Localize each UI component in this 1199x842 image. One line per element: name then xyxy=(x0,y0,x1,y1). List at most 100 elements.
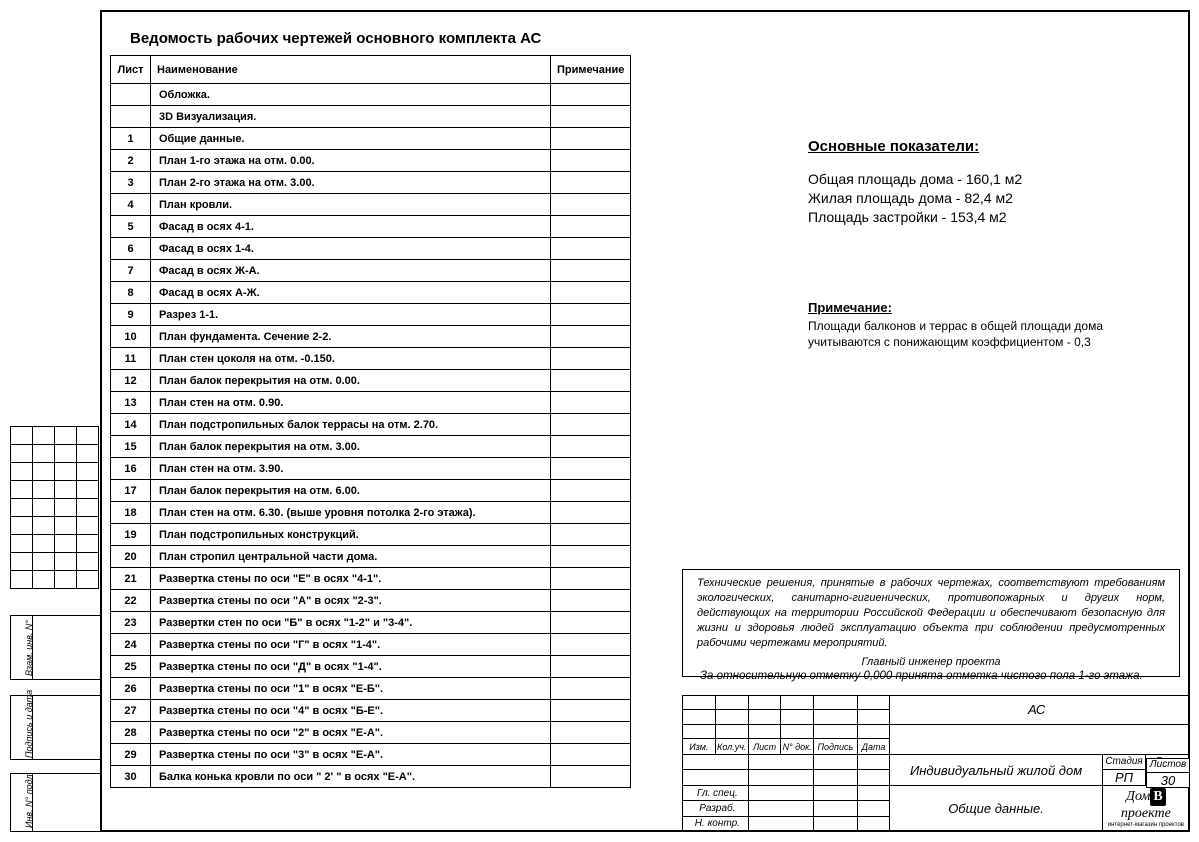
cell-drawing-name: План балок перекрытия на отм. 3.00. xyxy=(151,436,551,458)
logo-v: В xyxy=(1150,788,1165,806)
table-title: Ведомость рабочих чертежей основного ком… xyxy=(130,30,541,47)
cell-drawing-name: Обложка. xyxy=(151,84,551,106)
table-row: 22Развертка стены по оси "А" в осях "2-3… xyxy=(111,590,631,612)
logo-post: проекте xyxy=(1121,806,1171,821)
cell-sheet-num: 9 xyxy=(111,304,151,326)
cell-sheet-num: 25 xyxy=(111,656,151,678)
table-row: 17План балок перекрытия на отм. 6.00. xyxy=(111,480,631,502)
col-header-name: Наименование xyxy=(151,56,551,84)
cell-note xyxy=(551,150,631,172)
cell-drawing-name: План 2-го этажа на отм. 3.00. xyxy=(151,172,551,194)
cell-drawing-name: План подстропильных балок террасы на отм… xyxy=(151,414,551,436)
cell-note xyxy=(551,370,631,392)
table-row: 28Развертка стены по оси "2" в осях "Е-А… xyxy=(111,722,631,744)
table-row: 20План стропил центральной части дома. xyxy=(111,546,631,568)
cell-drawing-name: План стен на отм. 6.30. (выше уровня пот… xyxy=(151,502,551,524)
cell-sheet-num: 2 xyxy=(111,150,151,172)
cell-drawing-name: Общие данные. xyxy=(151,128,551,150)
cell-drawing-name: План балок перекрытия на отм. 0.00. xyxy=(151,370,551,392)
table-row: 3План 2-го этажа на отм. 3.00. xyxy=(111,172,631,194)
cell-drawing-name: Фасад в осях 4-1. xyxy=(151,216,551,238)
table-row: 29Развертка стены по оси "3" в осях "Е-А… xyxy=(111,744,631,766)
company-logo: ДомВпроекте интернет-магазин проектов xyxy=(1102,785,1189,831)
table-header-row: Лист Наименование Примечание xyxy=(111,56,631,84)
cell-note xyxy=(551,128,631,150)
tb-role: Гл. спец. xyxy=(683,785,749,800)
cell-drawing-name: Развертка стены по оси "2" в осях "Е-А". xyxy=(151,722,551,744)
cell-note xyxy=(551,744,631,766)
logo-sub: интернет-магазин проектов xyxy=(1103,822,1189,828)
tb-sheets-h: Листов xyxy=(1146,758,1190,773)
cell-drawing-name: Развертка стены по оси "Г" в осях "1-4". xyxy=(151,634,551,656)
tb-rev-h: Кол.уч. xyxy=(715,739,748,755)
table-row: 6Фасад в осях 1-4. xyxy=(111,238,631,260)
cell-note xyxy=(551,414,631,436)
vlabel-vzam: Взам. инв. N° xyxy=(24,620,34,676)
table-row: 24Развертка стены по оси "Г" в осях "1-4… xyxy=(111,634,631,656)
cell-drawing-name: План кровли. xyxy=(151,194,551,216)
cell-note xyxy=(551,546,631,568)
table-row: 14План подстропильных балок террасы на о… xyxy=(111,414,631,436)
cell-drawing-name: Развертка стены по оси "А" в осях "2-3". xyxy=(151,590,551,612)
cell-sheet-num: 8 xyxy=(111,282,151,304)
cell-sheet-num: 23 xyxy=(111,612,151,634)
table-row: 13План стен на отм. 0.90. xyxy=(111,392,631,414)
cell-sheet-num: 7 xyxy=(111,260,151,282)
cell-note xyxy=(551,678,631,700)
chief-engineer-label: Главный инженер проекта xyxy=(697,655,1165,670)
cell-sheet-num: 21 xyxy=(111,568,151,590)
table-row: 3D Визуализация. xyxy=(111,106,631,128)
cell-drawing-name: Развертка стены по оси "4" в осях "Б-Е". xyxy=(151,700,551,722)
cell-note xyxy=(551,436,631,458)
cell-note xyxy=(551,106,631,128)
cell-sheet-num: 19 xyxy=(111,524,151,546)
cell-drawing-name: План 1-го этажа на отм. 0.00. xyxy=(151,150,551,172)
technical-statement-text: Технические решения, принятые в рабочих … xyxy=(697,576,1165,651)
indicator-line: Общая площадь дома - 160,1 м2 xyxy=(808,170,1022,189)
cell-note xyxy=(551,282,631,304)
cell-sheet-num xyxy=(111,84,151,106)
cell-note xyxy=(551,700,631,722)
tb-rev-h: N° док. xyxy=(781,739,814,755)
cell-note xyxy=(551,656,631,678)
table-row: Обложка. xyxy=(111,84,631,106)
cell-note xyxy=(551,766,631,788)
tb-sheets: 30 xyxy=(1146,773,1190,788)
indicators-title: Основные показатели: xyxy=(808,138,979,155)
tb-code: АС xyxy=(890,696,1190,725)
cell-note xyxy=(551,590,631,612)
cell-note xyxy=(551,84,631,106)
note-title: Примечание: xyxy=(808,300,892,315)
note-body: Площади балконов и террас в общей площад… xyxy=(808,318,1178,350)
vlabel-sign: Подпись и дата xyxy=(24,690,34,758)
left-margin-grid xyxy=(10,426,99,589)
table-row: 19План подстропильных конструкций. xyxy=(111,524,631,546)
cell-drawing-name: План стен цоколя на отм. -0.150. xyxy=(151,348,551,370)
cell-sheet-num: 10 xyxy=(111,326,151,348)
cell-sheet-num: 27 xyxy=(111,700,151,722)
cell-sheet-num: 6 xyxy=(111,238,151,260)
cell-note xyxy=(551,172,631,194)
cell-note xyxy=(551,326,631,348)
table-row: 21Развертка стены по оси "Е" в осях "4-1… xyxy=(111,568,631,590)
tb-role: Разраб. xyxy=(683,801,749,816)
table-row: 1Общие данные. xyxy=(111,128,631,150)
table-row: 5Фасад в осях 4-1. xyxy=(111,216,631,238)
cell-drawing-name: План стен на отм. 0.90. xyxy=(151,392,551,414)
tb-stage-h: Стадия xyxy=(1102,755,1146,769)
table-row: 16План стен на отм. 3.90. xyxy=(111,458,631,480)
cell-drawing-name: План подстропильных конструкций. xyxy=(151,524,551,546)
cell-drawing-name: Балка конька кровли по оси " 2' " в осях… xyxy=(151,766,551,788)
cell-drawing-name: Развертка стены по оси "Д" в осях "1-4". xyxy=(151,656,551,678)
cell-note xyxy=(551,458,631,480)
technical-statement-box: Технические решения, принятые в рабочих … xyxy=(682,569,1180,677)
cell-sheet-num: 4 xyxy=(111,194,151,216)
cell-sheet-num: 15 xyxy=(111,436,151,458)
logo-pre: Дом xyxy=(1126,789,1150,804)
table-row: 2План 1-го этажа на отм. 0.00. xyxy=(111,150,631,172)
title-block: АС Изм. Кол.уч. Лист N° док. Подпись Дат… xyxy=(682,695,1190,832)
tb-project: Индивидуальный жилой дом xyxy=(890,755,1102,786)
tb-rev-h: Лист xyxy=(748,739,781,755)
cell-note xyxy=(551,194,631,216)
cell-note xyxy=(551,348,631,370)
